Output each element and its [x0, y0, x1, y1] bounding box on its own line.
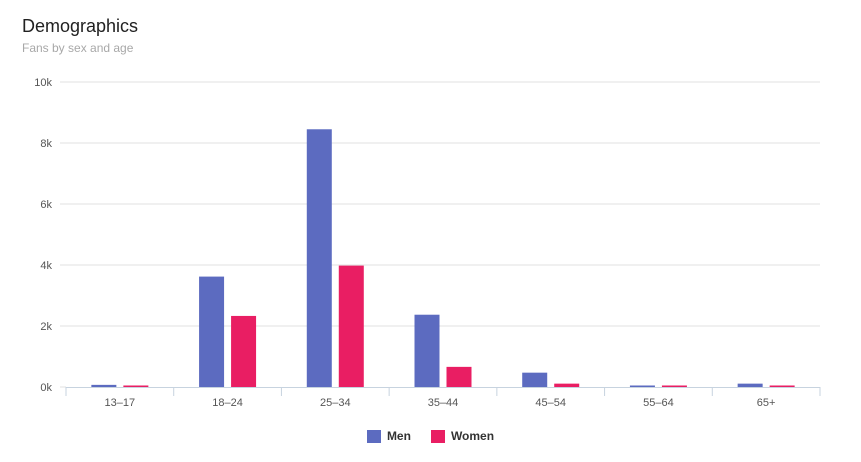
- x-tick-label: 13–17: [105, 397, 136, 409]
- axes: [65, 387, 821, 396]
- x-tick-label: 55–64: [643, 397, 674, 409]
- bar-women-55-64: [661, 385, 687, 387]
- bar-men-18-24: [199, 276, 225, 387]
- bars: [91, 129, 795, 387]
- grid-lines: [60, 81, 820, 388]
- y-tick-label: 10k: [34, 77, 52, 89]
- legend-swatch-women: [430, 429, 445, 443]
- bar-women-65+: [769, 385, 795, 387]
- legend: Men Women: [0, 429, 861, 443]
- bar-men-65+: [737, 383, 763, 387]
- legend-label-women: Women: [450, 429, 495, 443]
- y-tick-label: 8k: [40, 138, 52, 150]
- x-tick-label: 65+: [757, 397, 776, 409]
- x-tick-label: 25–34: [320, 397, 351, 409]
- bar-women-18-24: [231, 315, 257, 387]
- bar-women-13-17: [123, 385, 149, 387]
- y-tick-label: 2k: [40, 321, 52, 333]
- legend-swatch-men: [366, 429, 381, 443]
- x-tick-label: 35–44: [428, 397, 459, 409]
- legend-label-men: Men: [386, 429, 411, 443]
- bar-men-55-64: [629, 385, 655, 387]
- bar-men-25-34: [306, 129, 332, 387]
- legend-item-women[interactable]: Women: [430, 429, 495, 443]
- bar-women-25-34: [338, 265, 364, 387]
- bar-men-13-17: [91, 384, 117, 387]
- legend-item-men[interactable]: Men: [366, 429, 411, 443]
- bar-women-45-54: [554, 383, 580, 387]
- bar-men-45-54: [522, 372, 548, 387]
- tick-labels: 0k 2k 4k 6k 8k 10k 13–17 18–24 25–34 35–44 45–54 55…: [34, 77, 775, 409]
- bar-women-35-44: [446, 366, 472, 387]
- x-tick-label: 45–54: [535, 397, 566, 409]
- x-tick-label: 18–24: [212, 397, 243, 409]
- y-tick-label: 6k: [40, 199, 52, 211]
- y-tick-label: 0k: [40, 382, 52, 394]
- chart-title: Demographics: [22, 16, 139, 36]
- bar-men-35-44: [414, 314, 440, 387]
- y-tick-label: 4k: [40, 260, 52, 272]
- chart-subtitle: Fans by sex and age: [22, 41, 134, 55]
